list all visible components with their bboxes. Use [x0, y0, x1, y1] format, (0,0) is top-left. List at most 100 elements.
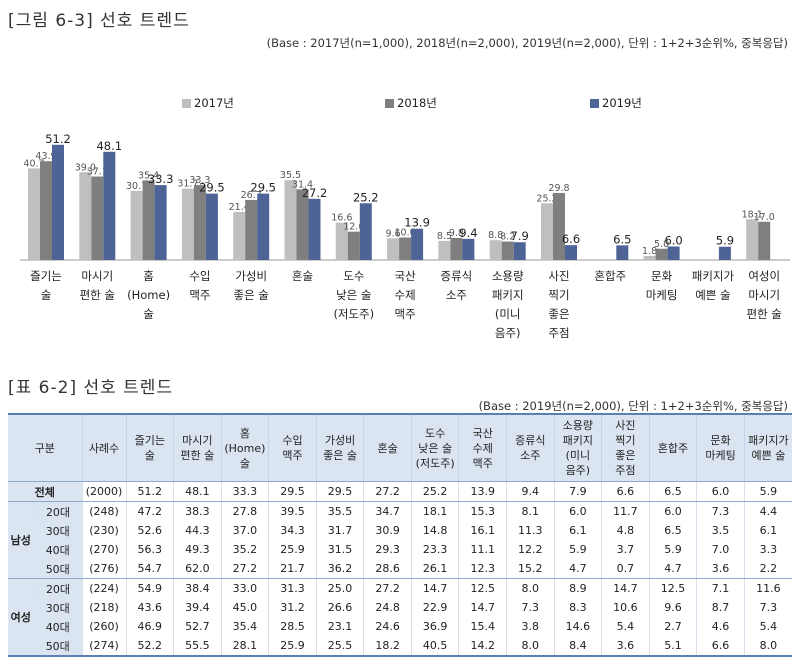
cell-value-2: 37.0: [220, 521, 269, 540]
table-header-1: 사례수: [81, 413, 126, 482]
cell-value-11: 6.0: [648, 501, 697, 521]
table-header-row: 구분 사례수 즐기는 술 마시기 편한 술 홈 (Home) 술 수입 맥주 가성비 좋은 술 혼술 도수 낮…: [8, 413, 792, 482]
cell-n: (230): [81, 521, 126, 540]
table-header-3: 마시기 편한 술: [173, 413, 222, 482]
data-label-2019년-2: 33.3: [148, 172, 174, 186]
table-header-0: 구분: [8, 413, 82, 482]
bar-2018년-14: [758, 221, 771, 260]
table-row: 50대 (274) 52.2 55.5 28.1 25.9 25.5 18.2 40.5 14.2…: [8, 636, 792, 657]
category-label-8-0: 증류식: [441, 269, 473, 283]
cell-value-3: 25.9: [268, 636, 317, 657]
cell-value-4: 36.2: [315, 559, 364, 579]
data-label-2017년-1: 39.0: [75, 162, 96, 173]
category-label-6-2: (저도주): [333, 307, 374, 321]
cell-value-4: 25.5: [315, 636, 364, 657]
cell-value-0: 43.6: [125, 598, 174, 617]
cell-value-1: 49.3: [173, 540, 222, 559]
data-label-2018년-10: 29.8: [548, 183, 569, 194]
bar-2018년-12: [655, 248, 668, 260]
bar-2018년-8: [450, 237, 463, 260]
cell-value-5: 18.2: [363, 636, 412, 657]
cell-value-2: 45.0: [220, 598, 269, 617]
cell-value-13: 6.1: [743, 521, 792, 540]
cell-value-11: 9.6: [648, 598, 697, 617]
legend-item-2017: 2017년: [182, 95, 234, 111]
category-label-9-3: 음주): [495, 326, 521, 340]
cell-value-0: 56.3: [125, 540, 174, 559]
cell-value-8: 7.3: [506, 598, 555, 617]
cell-value-10: 3.6: [601, 636, 650, 657]
data-label-2018년-9: 8.2: [500, 232, 515, 243]
category-label-0-1: 술: [41, 288, 52, 302]
bar-2019년-5: [308, 198, 321, 260]
data-label-2018년-5: 31.4: [292, 179, 313, 190]
bar-2019년-13: [718, 246, 731, 260]
bar-2019년-11: [616, 245, 629, 260]
bar-2019년-3: [205, 193, 218, 260]
cell-value-7: 12.3: [458, 559, 507, 579]
cell-value-8: 8.0: [506, 636, 555, 657]
cell-value-12: 8.7: [696, 598, 745, 617]
cell-value-10: 11.7: [601, 501, 650, 521]
bar-2018년-5: [296, 189, 309, 260]
category-label-1-0: 마시기: [81, 269, 113, 283]
cell-value-11: 6.5: [648, 481, 697, 502]
data-label-2019년-10: 6.6: [562, 232, 580, 246]
bar-2017년-9: [489, 240, 502, 260]
cell-value-1: 38.4: [173, 578, 222, 598]
cell-value-12: 7.0: [696, 540, 745, 559]
cell-value-0: 47.2: [125, 501, 174, 521]
cell-value-8: 11.3: [506, 521, 555, 540]
cell-value-1: 38.3: [173, 501, 222, 521]
legend-swatch-2018: [385, 98, 394, 108]
category-label-5-0: 혼술: [292, 269, 313, 283]
bar-2018년-3: [193, 185, 206, 260]
table-row: 남성 20대 (248) 47.2 38.3 27.8 39.5 35.5 34.7 18.1 15…: [8, 501, 792, 579]
cell-value-8: 3.8: [506, 617, 555, 636]
data-label-2019년-9: 7.9: [511, 229, 529, 243]
legend-label-2018: 2018년: [397, 96, 437, 110]
cell-value-12: 3.6: [696, 559, 745, 579]
cell-value-3: 25.9: [268, 540, 317, 559]
cell-value-4: 31.5: [315, 540, 364, 559]
data-label-2017년-3: 31.7: [177, 179, 198, 190]
category-label-9-2: (미니: [495, 307, 521, 321]
table-row: 여성 20대 (224) 54.9 38.4 33.0 31.3 25.0 27.2 14.7 12…: [8, 578, 792, 657]
bar-2017년-7: [387, 238, 400, 260]
bar-2018년-6: [347, 231, 360, 260]
figure-title: [그림 6-3] 선호 트렌드: [8, 11, 190, 31]
cell-value-9: 6.0: [553, 501, 602, 521]
legend-item-2019: 2019년: [590, 95, 642, 111]
category-label-12-1: 마케팅: [646, 288, 678, 302]
table-row-total: 전체 (2000) 51.2 48.1 33.3 29.5 29.5 27.2 25.2 13.9…: [8, 481, 792, 502]
cell-value-4: 31.7: [315, 521, 364, 540]
cell-value-8: 15.2: [506, 559, 555, 579]
cell-value-9: 7.9: [553, 481, 602, 502]
cell-value-10: 10.6: [601, 598, 650, 617]
cell-value-1: 62.0: [173, 559, 222, 579]
category-label-7-1: 수제: [395, 288, 416, 302]
cell-value-8: 12.2: [506, 540, 555, 559]
bar-2018년-9: [501, 241, 514, 260]
data-label-2017년-5: 35.5: [280, 170, 301, 181]
cell-value-8: 8.0: [506, 578, 555, 598]
cell-value-3: 31.3: [268, 578, 317, 598]
cell-value-6: 25.2: [410, 481, 459, 502]
category-label-3-0: 수입: [189, 269, 210, 283]
data-label-2017년-14: 18.1: [742, 209, 763, 220]
cell-value-5: 28.6: [363, 559, 412, 579]
cell-value-10: 0.7: [601, 559, 650, 579]
cell-value-9: 8.9: [553, 578, 602, 598]
cell-value-13: 2.2: [743, 559, 792, 579]
table-row: 30대 (218) 43.6 39.4 45.0 31.2 26.6 24.8 22.9 14.7…: [8, 598, 792, 617]
bar-2017년-4: [233, 211, 246, 260]
data-label-2018년-0: 43.9: [35, 151, 56, 162]
category-label-6-0: 도수: [343, 269, 364, 283]
cell-value-13: 7.3: [743, 598, 792, 617]
table-base-note: (Base : 2019년(n=2,000), 단위 : 1+2+3순위%, 중…: [478, 399, 788, 413]
data-label-2017년-9: 8.8: [488, 230, 503, 241]
bar-2017년-0: [28, 168, 40, 260]
data-label-2017년-8: 8.5: [437, 231, 452, 242]
bar-2017년-6: [335, 222, 348, 260]
